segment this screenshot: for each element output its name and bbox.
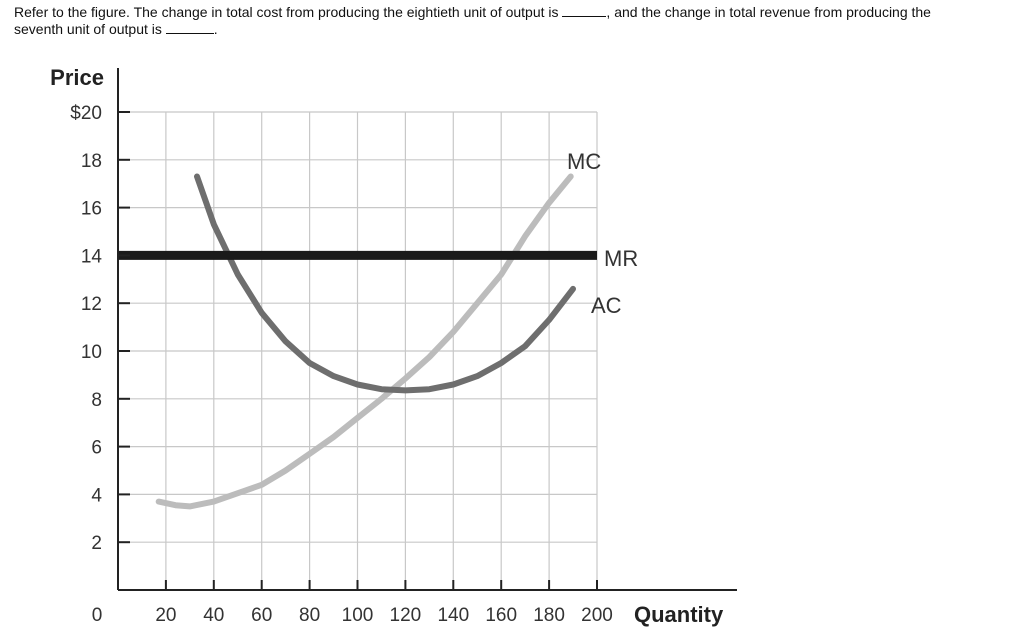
series-label-ac: AC <box>591 293 622 318</box>
axes <box>117 68 737 591</box>
x-axis-title: Quantity <box>634 602 724 627</box>
answer-blank-2[interactable] <box>165 21 214 34</box>
question-part-2: , and the change in total revenue from p… <box>606 4 931 20</box>
answer-blank-1[interactable] <box>562 4 607 17</box>
y-tick-label: 6 <box>91 438 102 459</box>
y-axis-title: Price <box>50 65 104 90</box>
series-group <box>118 173 597 510</box>
x-tick-label: 200 <box>581 605 613 626</box>
x-tick-label: 80 <box>299 605 320 626</box>
y-tick-label: 12 <box>81 294 102 315</box>
x-tick-label: 20 <box>155 605 176 626</box>
question-part-4: . <box>213 21 218 37</box>
y-tick-label: 2 <box>91 533 102 554</box>
y-tick-label: 16 <box>81 199 102 220</box>
series-mc-line <box>155 173 574 510</box>
y-tick-label: 4 <box>91 485 102 506</box>
series-ac-line <box>194 173 576 394</box>
x-tick-label: 140 <box>437 605 469 626</box>
series-label-mr: MR <box>604 246 638 271</box>
x-tick-label: 60 <box>251 605 272 626</box>
y-tick-label: 18 <box>81 151 102 172</box>
x-tick-label: 40 <box>203 605 224 626</box>
y-tick-label: $20 <box>70 103 102 124</box>
y-tick-label: 8 <box>91 390 102 411</box>
question-text: Refer to the figure. The change in total… <box>14 4 1014 38</box>
x-tick-label: 180 <box>533 605 565 626</box>
x-tick-label: 0 <box>92 605 103 626</box>
question-part-1: Refer to the figure. The change in total… <box>14 4 559 20</box>
grid <box>118 111 598 590</box>
x-tick-label: 120 <box>390 605 422 626</box>
y-tick-label: 10 <box>81 342 102 363</box>
series-label-mc: MC <box>567 149 601 174</box>
question-part-3: seventh unit of output is <box>14 21 162 37</box>
y-tick-label: 14 <box>81 246 103 267</box>
x-tick-label: 100 <box>342 605 374 626</box>
x-tick-label: 160 <box>485 605 517 626</box>
